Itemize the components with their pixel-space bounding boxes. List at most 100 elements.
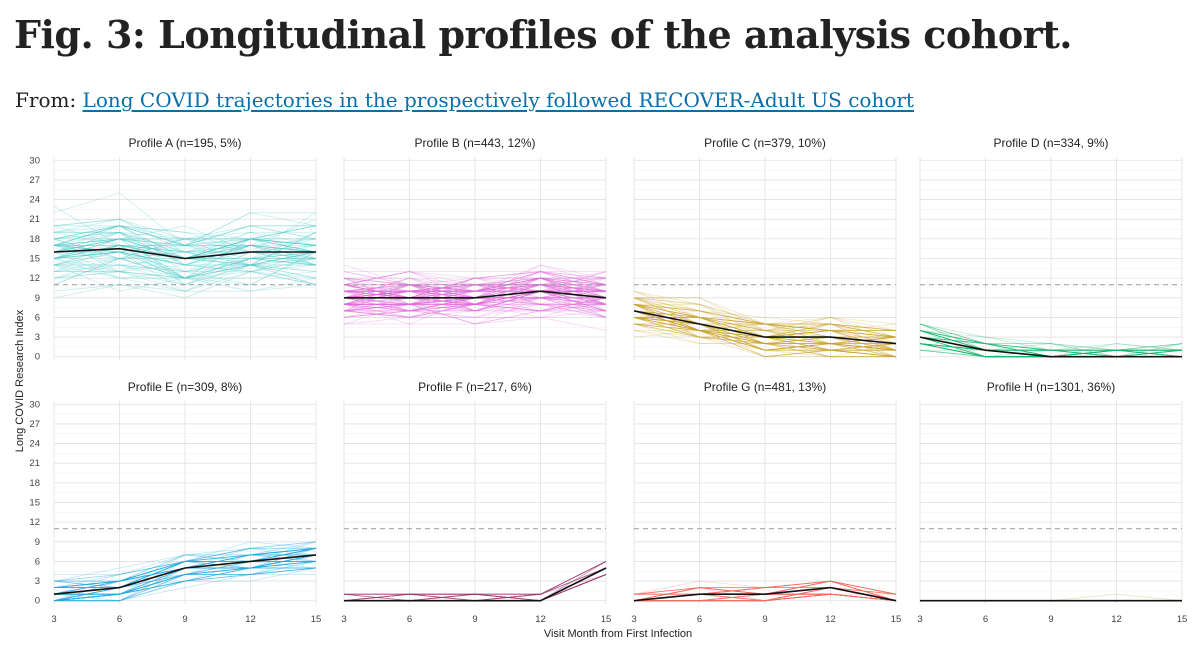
- trajectory-line: [54, 225, 317, 246]
- trajectory-line: [53, 567, 316, 602]
- trajectory-line: [919, 336, 1182, 351]
- trajectory-line: [633, 303, 896, 338]
- mean-trajectory-line: [344, 290, 607, 299]
- trajectory-line: [343, 561, 607, 602]
- y-tick-label: 24: [29, 195, 40, 206]
- trajectory-line: [919, 330, 1183, 358]
- trajectory-line: [633, 310, 897, 345]
- trajectory-line: [54, 554, 316, 575]
- trajectory-line: [633, 303, 896, 331]
- trajectory-line: [53, 560, 317, 602]
- trajectory-line: [53, 258, 317, 292]
- trajectory-line: [54, 245, 317, 253]
- trajectory-line: [633, 297, 897, 338]
- trajectory-line: [634, 316, 897, 358]
- trajectory-line: [343, 277, 607, 299]
- y-tick-label: 18: [29, 234, 40, 245]
- trajectory-line: [53, 547, 317, 602]
- longitudinal-profiles-chart: Profile A (n=195, 5%)036912151821242730P…: [14, 136, 1187, 640]
- trajectory-line: [344, 284, 607, 305]
- panel-a: Profile A (n=195, 5%) 0 3 6 9 12 15 18 21 24 27 30: [29, 136, 317, 363]
- trajectory-line: [53, 547, 317, 589]
- trajectory-line: [634, 593, 897, 602]
- trajectory-line: [343, 271, 607, 299]
- trajectory-line: [53, 264, 317, 286]
- trajectory-line: [633, 303, 896, 358]
- trajectory-line: [633, 303, 897, 358]
- trajectory-line: [53, 541, 317, 588]
- trajectory-line: [634, 593, 897, 602]
- trajectory-line: [53, 547, 317, 588]
- y-tick-label: 9: [35, 293, 40, 304]
- trajectory-line: [53, 554, 317, 588]
- trajectory-line: [344, 284, 607, 318]
- trajectory-line: [54, 567, 316, 595]
- trajectory-line: [53, 212, 317, 246]
- trajectory-line: [633, 323, 897, 358]
- trajectory-line: [633, 317, 897, 351]
- y-tick-label: 9: [35, 537, 40, 548]
- trajectory-line: [634, 593, 897, 602]
- trajectory-line: [53, 554, 316, 582]
- trajectory-line: [343, 303, 606, 318]
- trajectory-line: [53, 251, 317, 273]
- trajectory-line: [53, 560, 316, 602]
- from-label: From:: [15, 88, 77, 112]
- trajectory-line: [633, 303, 896, 331]
- trajectory-line: [919, 330, 1182, 351]
- trajectory-line: [53, 225, 316, 246]
- trajectory-line: [53, 225, 317, 253]
- figure-title: Fig. 3: Longitudinal profiles of the ana…: [14, 12, 1073, 57]
- trajectory-line: [343, 297, 607, 318]
- trajectory-line: [633, 317, 897, 351]
- x-tick-label: 3: [631, 614, 636, 625]
- trajectory-line: [53, 547, 317, 602]
- trajectory-line: [54, 547, 317, 589]
- panel-h: Profile H (n=1301, 36%) 3 6 9 12 15: [917, 380, 1187, 625]
- trajectory-line: [634, 593, 897, 602]
- trajectory-line: [53, 244, 317, 266]
- trajectory-line: [343, 290, 607, 312]
- panel-title: Profile E (n=309, 8%): [128, 380, 242, 394]
- trajectory-line: [343, 297, 607, 318]
- y-axis-label: Long COVID Research Index: [14, 309, 26, 452]
- trajectory-line: [53, 251, 317, 286]
- trajectory-line: [633, 290, 896, 331]
- trajectory-line: [53, 547, 317, 588]
- trajectory-line: [53, 258, 317, 286]
- trajectory-line: [53, 225, 317, 246]
- trajectory-line: [54, 560, 317, 595]
- trajectory-line: [343, 310, 607, 318]
- trajectory-line: [634, 593, 897, 602]
- trajectory-line: [53, 567, 316, 602]
- trajectory-line: [343, 271, 607, 299]
- trajectory-line: [633, 317, 897, 351]
- trajectory-line: [53, 238, 317, 266]
- trajectory-line: [344, 561, 607, 602]
- trajectory-line: [53, 238, 317, 266]
- y-tick-label: 24: [29, 439, 40, 450]
- trajectory-line: [53, 277, 317, 292]
- trajectory-line: [633, 310, 897, 351]
- x-tick-label: 6: [117, 614, 122, 625]
- trajectory-line: [343, 284, 607, 305]
- trajectory-line: [633, 310, 897, 351]
- trajectory-line: [919, 323, 1183, 351]
- trajectory-line: [633, 580, 897, 602]
- y-tick-label: 15: [29, 254, 40, 265]
- trajectory-line: [919, 330, 1182, 351]
- trajectory-line: [54, 264, 317, 279]
- mean-trajectory-line: [633, 310, 897, 345]
- trajectory-line: [344, 290, 606, 305]
- x-tick-label: 12: [535, 614, 546, 625]
- trajectory-line: [54, 567, 317, 602]
- trajectory-line: [343, 277, 607, 318]
- x-tick-label: 12: [1111, 614, 1122, 625]
- trajectory-line: [634, 323, 897, 358]
- trajectory-line: [633, 317, 897, 358]
- trajectory-line: [53, 218, 317, 246]
- trajectory-line: [343, 297, 607, 325]
- source-article-link[interactable]: Long COVID trajectories in the prospecti…: [82, 88, 914, 112]
- y-tick-label: 18: [29, 478, 40, 489]
- trajectory-line: [633, 310, 897, 344]
